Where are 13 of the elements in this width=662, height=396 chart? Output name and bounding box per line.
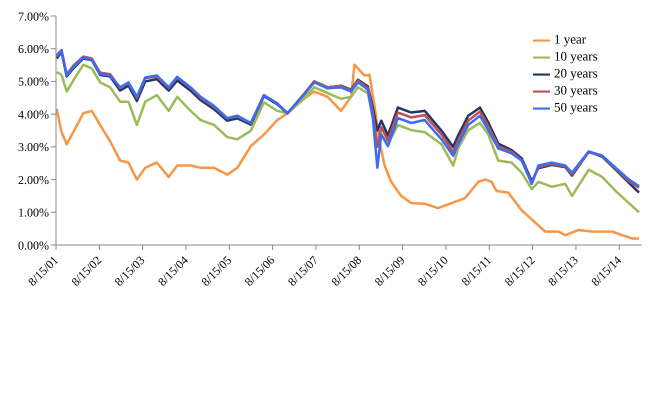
y-tick-label: 7.00% bbox=[18, 9, 49, 24]
y-tick-label: 2.00% bbox=[18, 172, 49, 187]
y-tick-label: 6.00% bbox=[18, 42, 49, 56]
y-tick-label: 1.00% bbox=[18, 206, 49, 220]
y-tick-label: 3.00% bbox=[18, 140, 49, 154]
legend-label: 20 years bbox=[554, 65, 598, 80]
legend-label: 30 years bbox=[554, 82, 598, 98]
y-tick-label: 5.00% bbox=[18, 74, 49, 89]
legend-label: 10 years bbox=[554, 48, 598, 64]
y-tick-label: 0.00% bbox=[18, 238, 49, 252]
legend-label: 50 years bbox=[554, 99, 598, 114]
y-tick-label: 4.00% bbox=[18, 107, 49, 122]
legend-label: 1 year bbox=[554, 31, 586, 46]
